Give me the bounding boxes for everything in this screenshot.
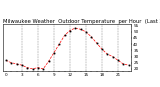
Text: Milwaukee Weather  Outdoor Temperature  per Hour  (Last 24 Hours): Milwaukee Weather Outdoor Temperature pe… bbox=[3, 19, 160, 24]
